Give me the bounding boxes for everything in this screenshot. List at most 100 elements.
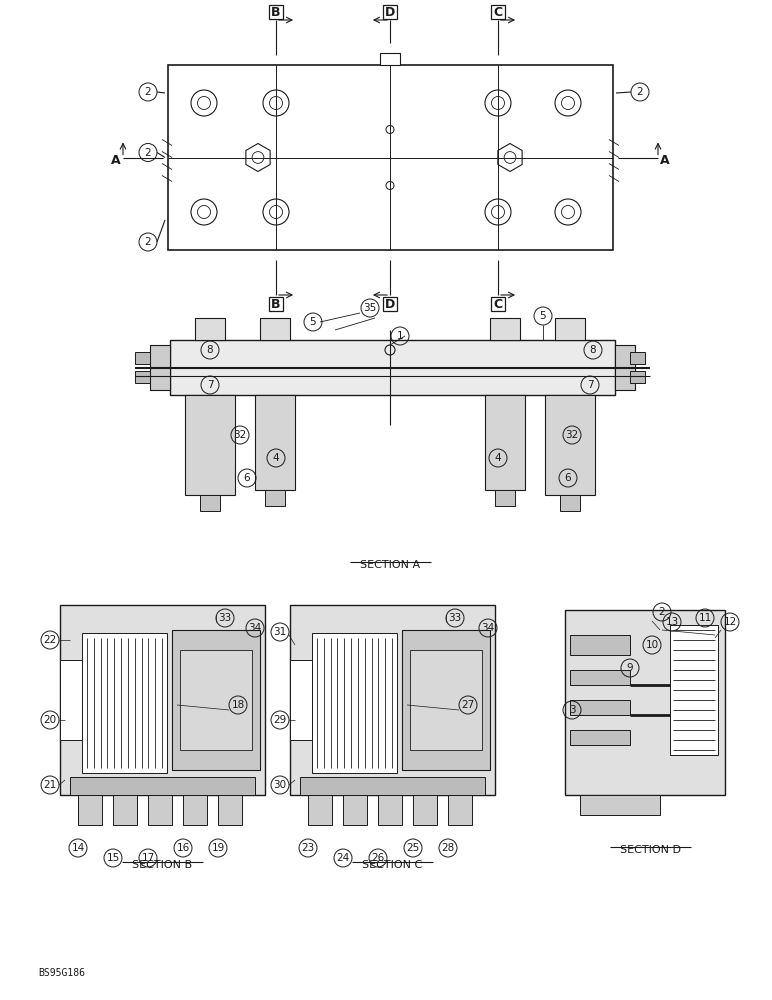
Text: 34: 34 (482, 623, 495, 633)
Bar (490, 318, 520, 340)
Text: SECTION C: SECTION C (362, 860, 422, 870)
Bar (380, 53, 400, 65)
Bar (185, 395, 235, 495)
Bar (570, 635, 630, 655)
Bar (495, 490, 515, 506)
Text: 20: 20 (43, 715, 56, 725)
Bar (383, 5, 397, 19)
Bar (570, 700, 630, 715)
Text: 31: 31 (273, 627, 286, 637)
Text: 8: 8 (207, 345, 213, 355)
Bar (269, 5, 283, 19)
Bar (560, 495, 580, 511)
Text: 25: 25 (406, 843, 420, 853)
Bar (580, 795, 660, 815)
Text: 9: 9 (627, 663, 633, 673)
Bar (200, 495, 220, 511)
Bar (300, 777, 485, 795)
Text: 24: 24 (337, 853, 350, 863)
Text: 2: 2 (144, 87, 151, 97)
Bar (290, 660, 312, 740)
Bar (260, 318, 290, 340)
Bar (135, 352, 150, 364)
Text: 2: 2 (637, 87, 643, 97)
Text: 19: 19 (212, 843, 225, 853)
Text: 5: 5 (540, 311, 547, 321)
Bar (545, 395, 595, 495)
Bar (113, 795, 137, 825)
Bar (615, 345, 635, 390)
Text: 29: 29 (273, 715, 286, 725)
Bar (413, 795, 437, 825)
Bar (378, 795, 402, 825)
Bar (135, 371, 150, 383)
Bar (290, 605, 495, 795)
Bar (180, 650, 252, 750)
Text: 5: 5 (310, 317, 317, 327)
Bar (70, 777, 255, 795)
Text: 30: 30 (273, 780, 286, 790)
Text: 32: 32 (233, 430, 246, 440)
Bar (150, 345, 170, 390)
Text: 14: 14 (71, 843, 85, 853)
Bar (383, 297, 397, 311)
Text: 8: 8 (590, 345, 596, 355)
Text: SECTION A: SECTION A (360, 560, 420, 570)
Bar (78, 795, 102, 825)
Text: C: C (493, 5, 503, 18)
Text: 7: 7 (207, 380, 213, 390)
Bar (570, 670, 630, 685)
Text: 33: 33 (218, 613, 232, 623)
Text: 1: 1 (397, 331, 403, 341)
Text: SECTION B: SECTION B (132, 860, 192, 870)
Text: 33: 33 (449, 613, 462, 623)
Text: 27: 27 (462, 700, 475, 710)
Bar (218, 795, 242, 825)
Text: 17: 17 (141, 853, 154, 863)
Bar (343, 795, 367, 825)
Bar (491, 5, 505, 19)
Text: 15: 15 (107, 853, 120, 863)
Bar (308, 795, 332, 825)
Bar (195, 318, 225, 340)
Text: 21: 21 (43, 780, 56, 790)
Bar (170, 340, 615, 395)
Bar (148, 795, 172, 825)
Bar (630, 352, 645, 364)
Bar (402, 630, 490, 770)
Text: 34: 34 (249, 623, 262, 633)
Bar (565, 610, 725, 795)
Text: 35: 35 (364, 303, 377, 313)
Text: 2: 2 (144, 237, 151, 247)
Text: A: A (660, 154, 670, 167)
Text: 28: 28 (442, 843, 455, 853)
Text: D: D (385, 5, 395, 18)
Text: 2: 2 (144, 147, 151, 157)
Text: B: B (271, 298, 281, 310)
Text: 4: 4 (495, 453, 501, 463)
Bar (312, 633, 397, 773)
Text: 26: 26 (371, 853, 384, 863)
Bar (410, 650, 482, 750)
Text: SECTION D: SECTION D (619, 845, 680, 855)
Text: A: A (111, 154, 120, 167)
Bar (448, 795, 472, 825)
Bar (60, 605, 265, 795)
Text: 22: 22 (43, 635, 56, 645)
Bar (485, 395, 525, 490)
Text: 18: 18 (232, 700, 245, 710)
Text: BS95G186: BS95G186 (38, 968, 85, 978)
Text: 16: 16 (176, 843, 190, 853)
Bar (269, 297, 283, 311)
Bar (183, 795, 207, 825)
Text: 23: 23 (301, 843, 315, 853)
Text: 13: 13 (665, 617, 679, 627)
Bar (630, 371, 645, 383)
Bar (265, 490, 285, 506)
Text: C: C (493, 298, 503, 310)
Bar (670, 625, 718, 755)
Bar (491, 297, 505, 311)
Bar (82, 633, 167, 773)
Text: 4: 4 (273, 453, 279, 463)
Text: 12: 12 (723, 617, 736, 627)
